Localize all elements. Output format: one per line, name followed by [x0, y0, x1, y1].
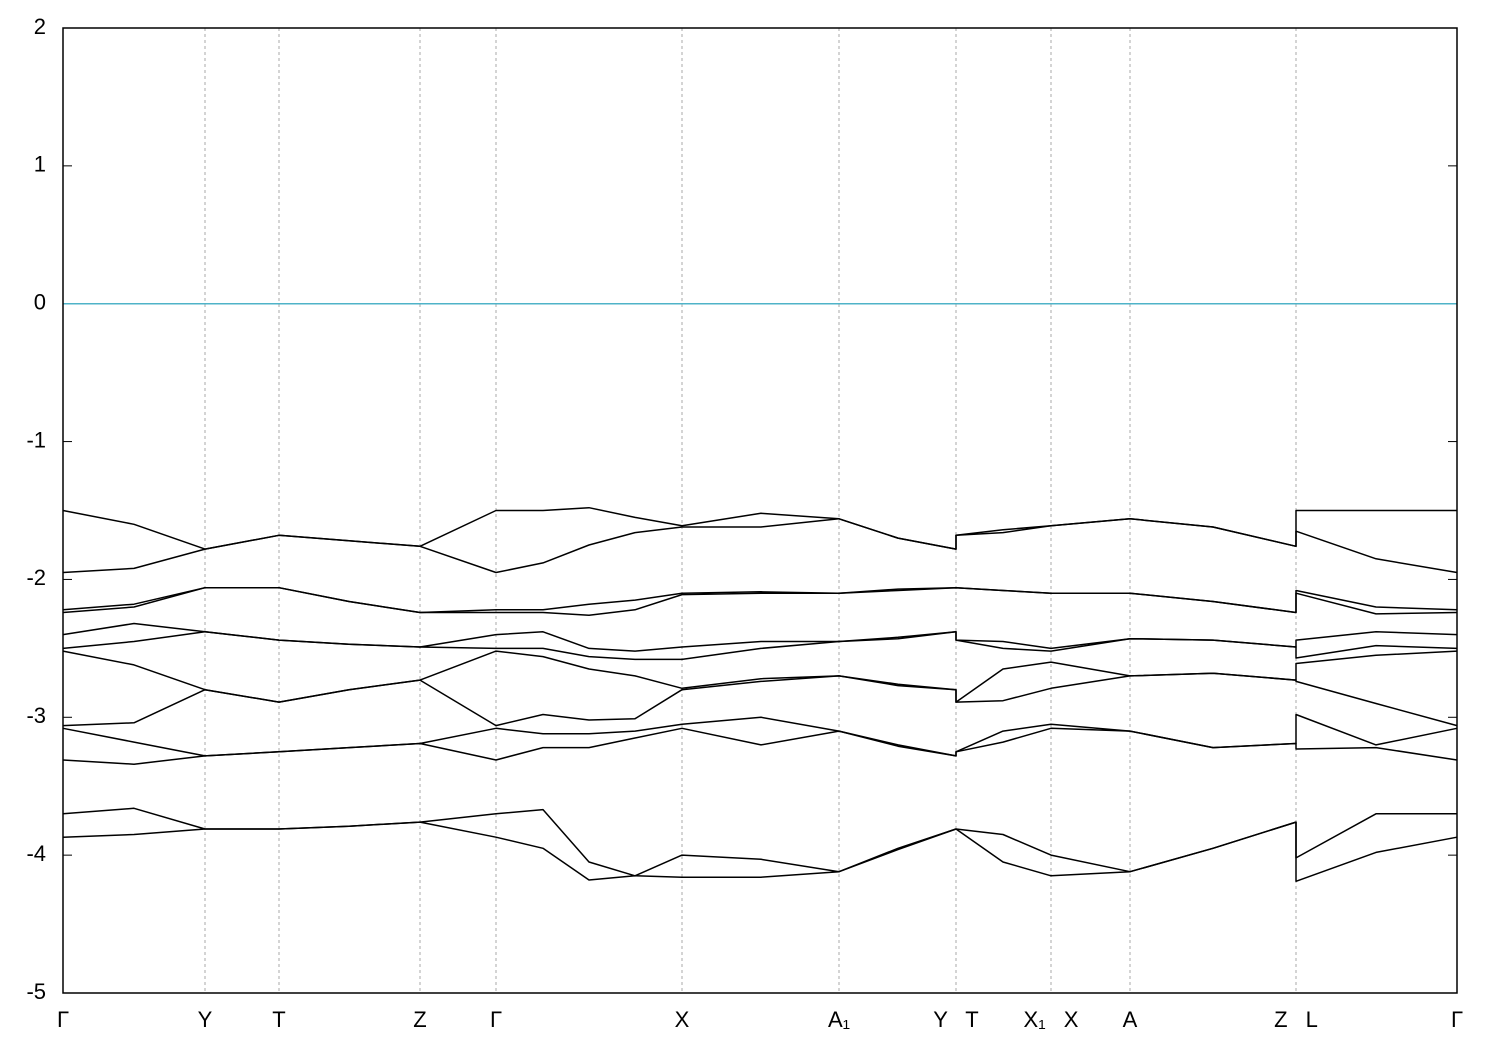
x-tick-label: A: [1123, 1007, 1138, 1032]
x-tick-label: Y T: [933, 1007, 978, 1032]
band-line: [62, 672, 1458, 727]
y-tick-label: -1: [26, 427, 46, 452]
x-tick-label: A₁: [828, 1007, 850, 1032]
band-line: [62, 713, 1458, 757]
band-line: [62, 631, 1458, 661]
band-line: [62, 622, 1458, 652]
y-tick-label: 2: [34, 14, 46, 39]
band-line: [62, 506, 1457, 550]
band-line: [62, 518, 1458, 574]
y-tick-label: 0: [34, 290, 46, 315]
y-tick-label: -3: [26, 703, 46, 728]
x-tick-label: Γ: [1451, 1007, 1463, 1032]
y-tick-label: -4: [26, 841, 46, 866]
x-tick-label: X₁ X: [1024, 1007, 1079, 1032]
band-line: [62, 586, 1458, 614]
x-tick-label: Y: [198, 1007, 213, 1032]
x-tick-label: Γ: [57, 1007, 69, 1032]
band-line: [62, 807, 1457, 877]
y-tick-label: -5: [26, 979, 46, 1004]
band-line: [62, 821, 1458, 883]
plot-frame: [62, 27, 1458, 994]
x-tick-label: Γ: [490, 1007, 502, 1032]
y-tick-label: -2: [26, 565, 46, 590]
x-tick-label: T: [272, 1007, 285, 1032]
band-line: [62, 586, 1458, 617]
band-line: [62, 727, 1458, 765]
y-tick-label: 1: [34, 152, 46, 177]
x-tick-label: Z: [413, 1007, 426, 1032]
x-tick-label: Z L: [1274, 1007, 1318, 1032]
x-tick-label: X: [675, 1007, 690, 1032]
